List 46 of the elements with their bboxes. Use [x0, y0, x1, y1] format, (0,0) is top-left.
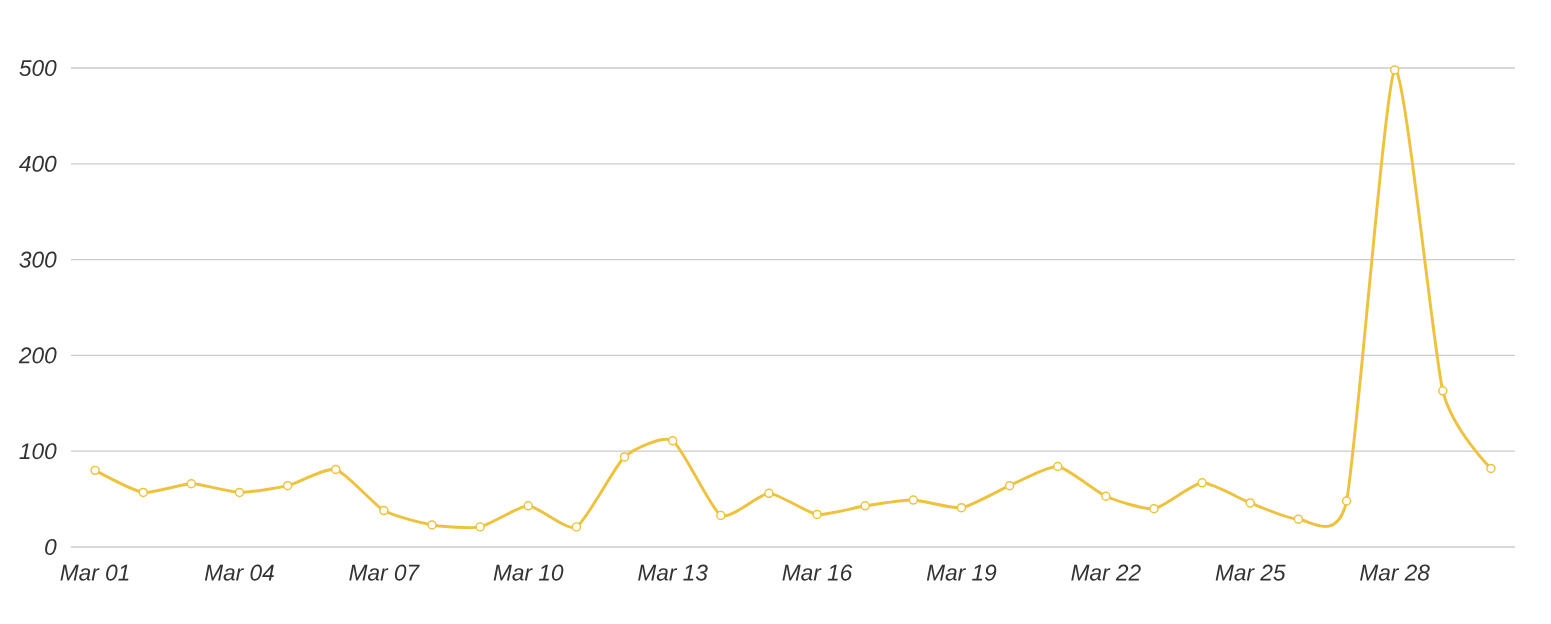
point — [427, 520, 437, 530]
point — [1438, 386, 1448, 396]
x-tick-label: Mar 22 — [1071, 564, 1141, 581]
x-tick-label: Mar 07 — [349, 564, 420, 581]
point — [186, 479, 197, 489]
x-tick-label: Mar 10 — [493, 564, 564, 581]
point — [908, 495, 919, 505]
y-tick-label: 0 — [45, 538, 57, 556]
point — [1486, 463, 1496, 474]
x-tick-label: Mar 01 — [60, 564, 129, 581]
point — [330, 464, 341, 475]
x-tick-label: Mar 13 — [638, 564, 708, 581]
point — [1149, 503, 1159, 514]
point — [475, 522, 485, 532]
point — [282, 480, 293, 491]
point — [138, 487, 148, 498]
point — [1052, 461, 1063, 472]
point — [716, 510, 726, 521]
point — [1389, 65, 1400, 75]
point — [619, 452, 630, 462]
point — [764, 488, 774, 499]
point — [1004, 480, 1015, 491]
y-tick-label: 500 — [19, 59, 57, 77]
y-tick-label: 400 — [19, 155, 57, 172]
point — [812, 509, 822, 520]
x-tick-label: Mar 25 — [1215, 564, 1286, 581]
y-tick-label: 200 — [18, 347, 57, 364]
point — [956, 502, 967, 513]
y-tick-label: 300 — [19, 251, 57, 268]
y-tick-label: 100 — [19, 443, 57, 460]
point — [234, 487, 245, 498]
point — [90, 465, 100, 476]
point — [571, 522, 582, 532]
point — [1293, 514, 1304, 524]
x-tick-label: Mar 04 — [204, 564, 274, 581]
x-tick-label: Mar 16 — [782, 564, 853, 581]
x-tick-label: Mar 19 — [926, 564, 997, 581]
point — [860, 501, 870, 511]
point — [1101, 491, 1111, 501]
x-tick-label: Mar 28 — [1360, 564, 1430, 581]
point — [667, 435, 678, 446]
point — [379, 505, 389, 516]
point — [1245, 498, 1255, 508]
point — [523, 501, 534, 511]
point — [1197, 478, 1207, 488]
point — [1341, 496, 1352, 506]
